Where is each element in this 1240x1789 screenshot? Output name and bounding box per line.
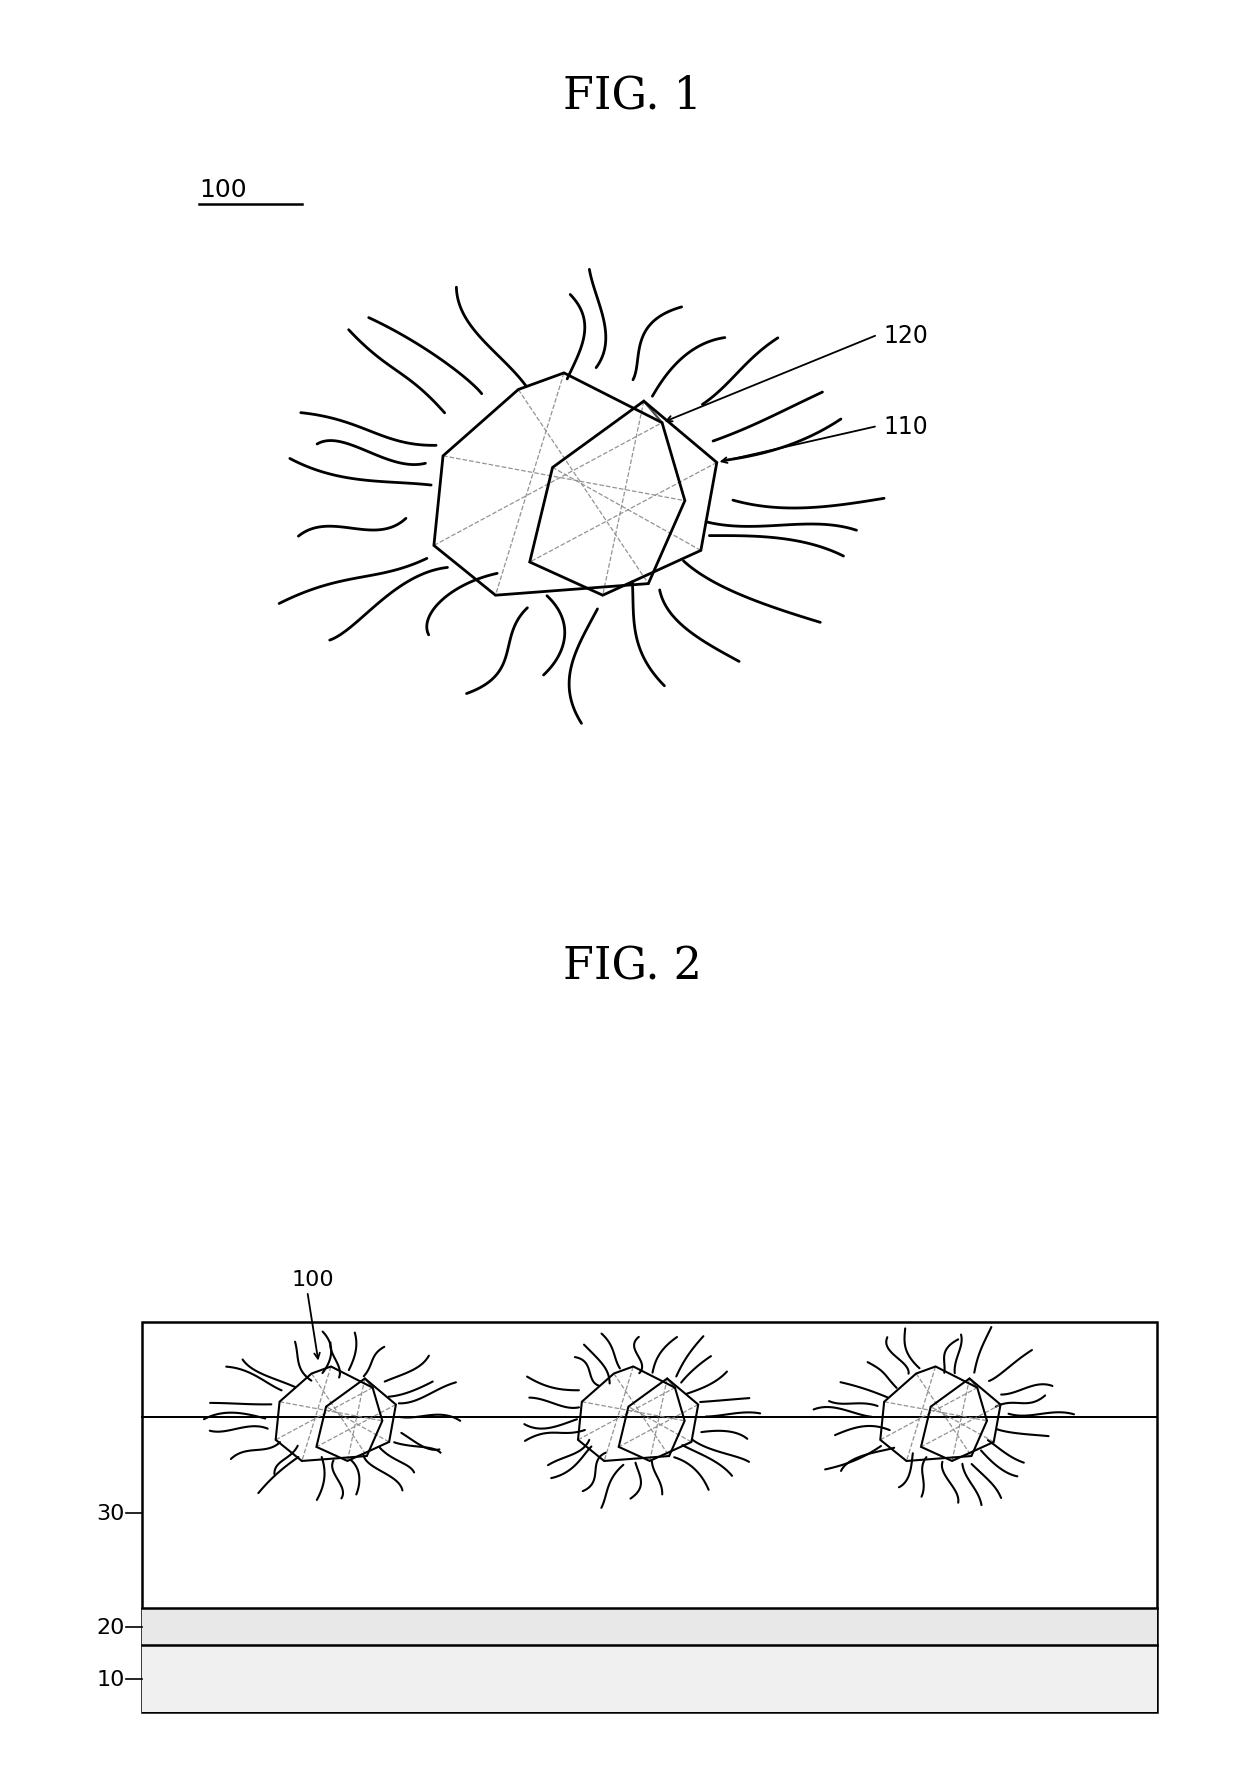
Text: 100: 100 (198, 179, 247, 202)
Bar (141, 1608, 1157, 1646)
Text: 20: 20 (97, 1617, 125, 1637)
Bar (141, 1322, 1157, 1712)
Text: 30: 30 (97, 1503, 125, 1522)
Text: FIG. 1: FIG. 1 (563, 75, 702, 118)
Text: 10: 10 (97, 1669, 125, 1689)
Bar (141, 1646, 1157, 1712)
Text: 120: 120 (883, 324, 929, 347)
Text: FIG. 2: FIG. 2 (563, 945, 702, 988)
Text: 100: 100 (291, 1268, 335, 1288)
Text: 110: 110 (883, 415, 928, 438)
